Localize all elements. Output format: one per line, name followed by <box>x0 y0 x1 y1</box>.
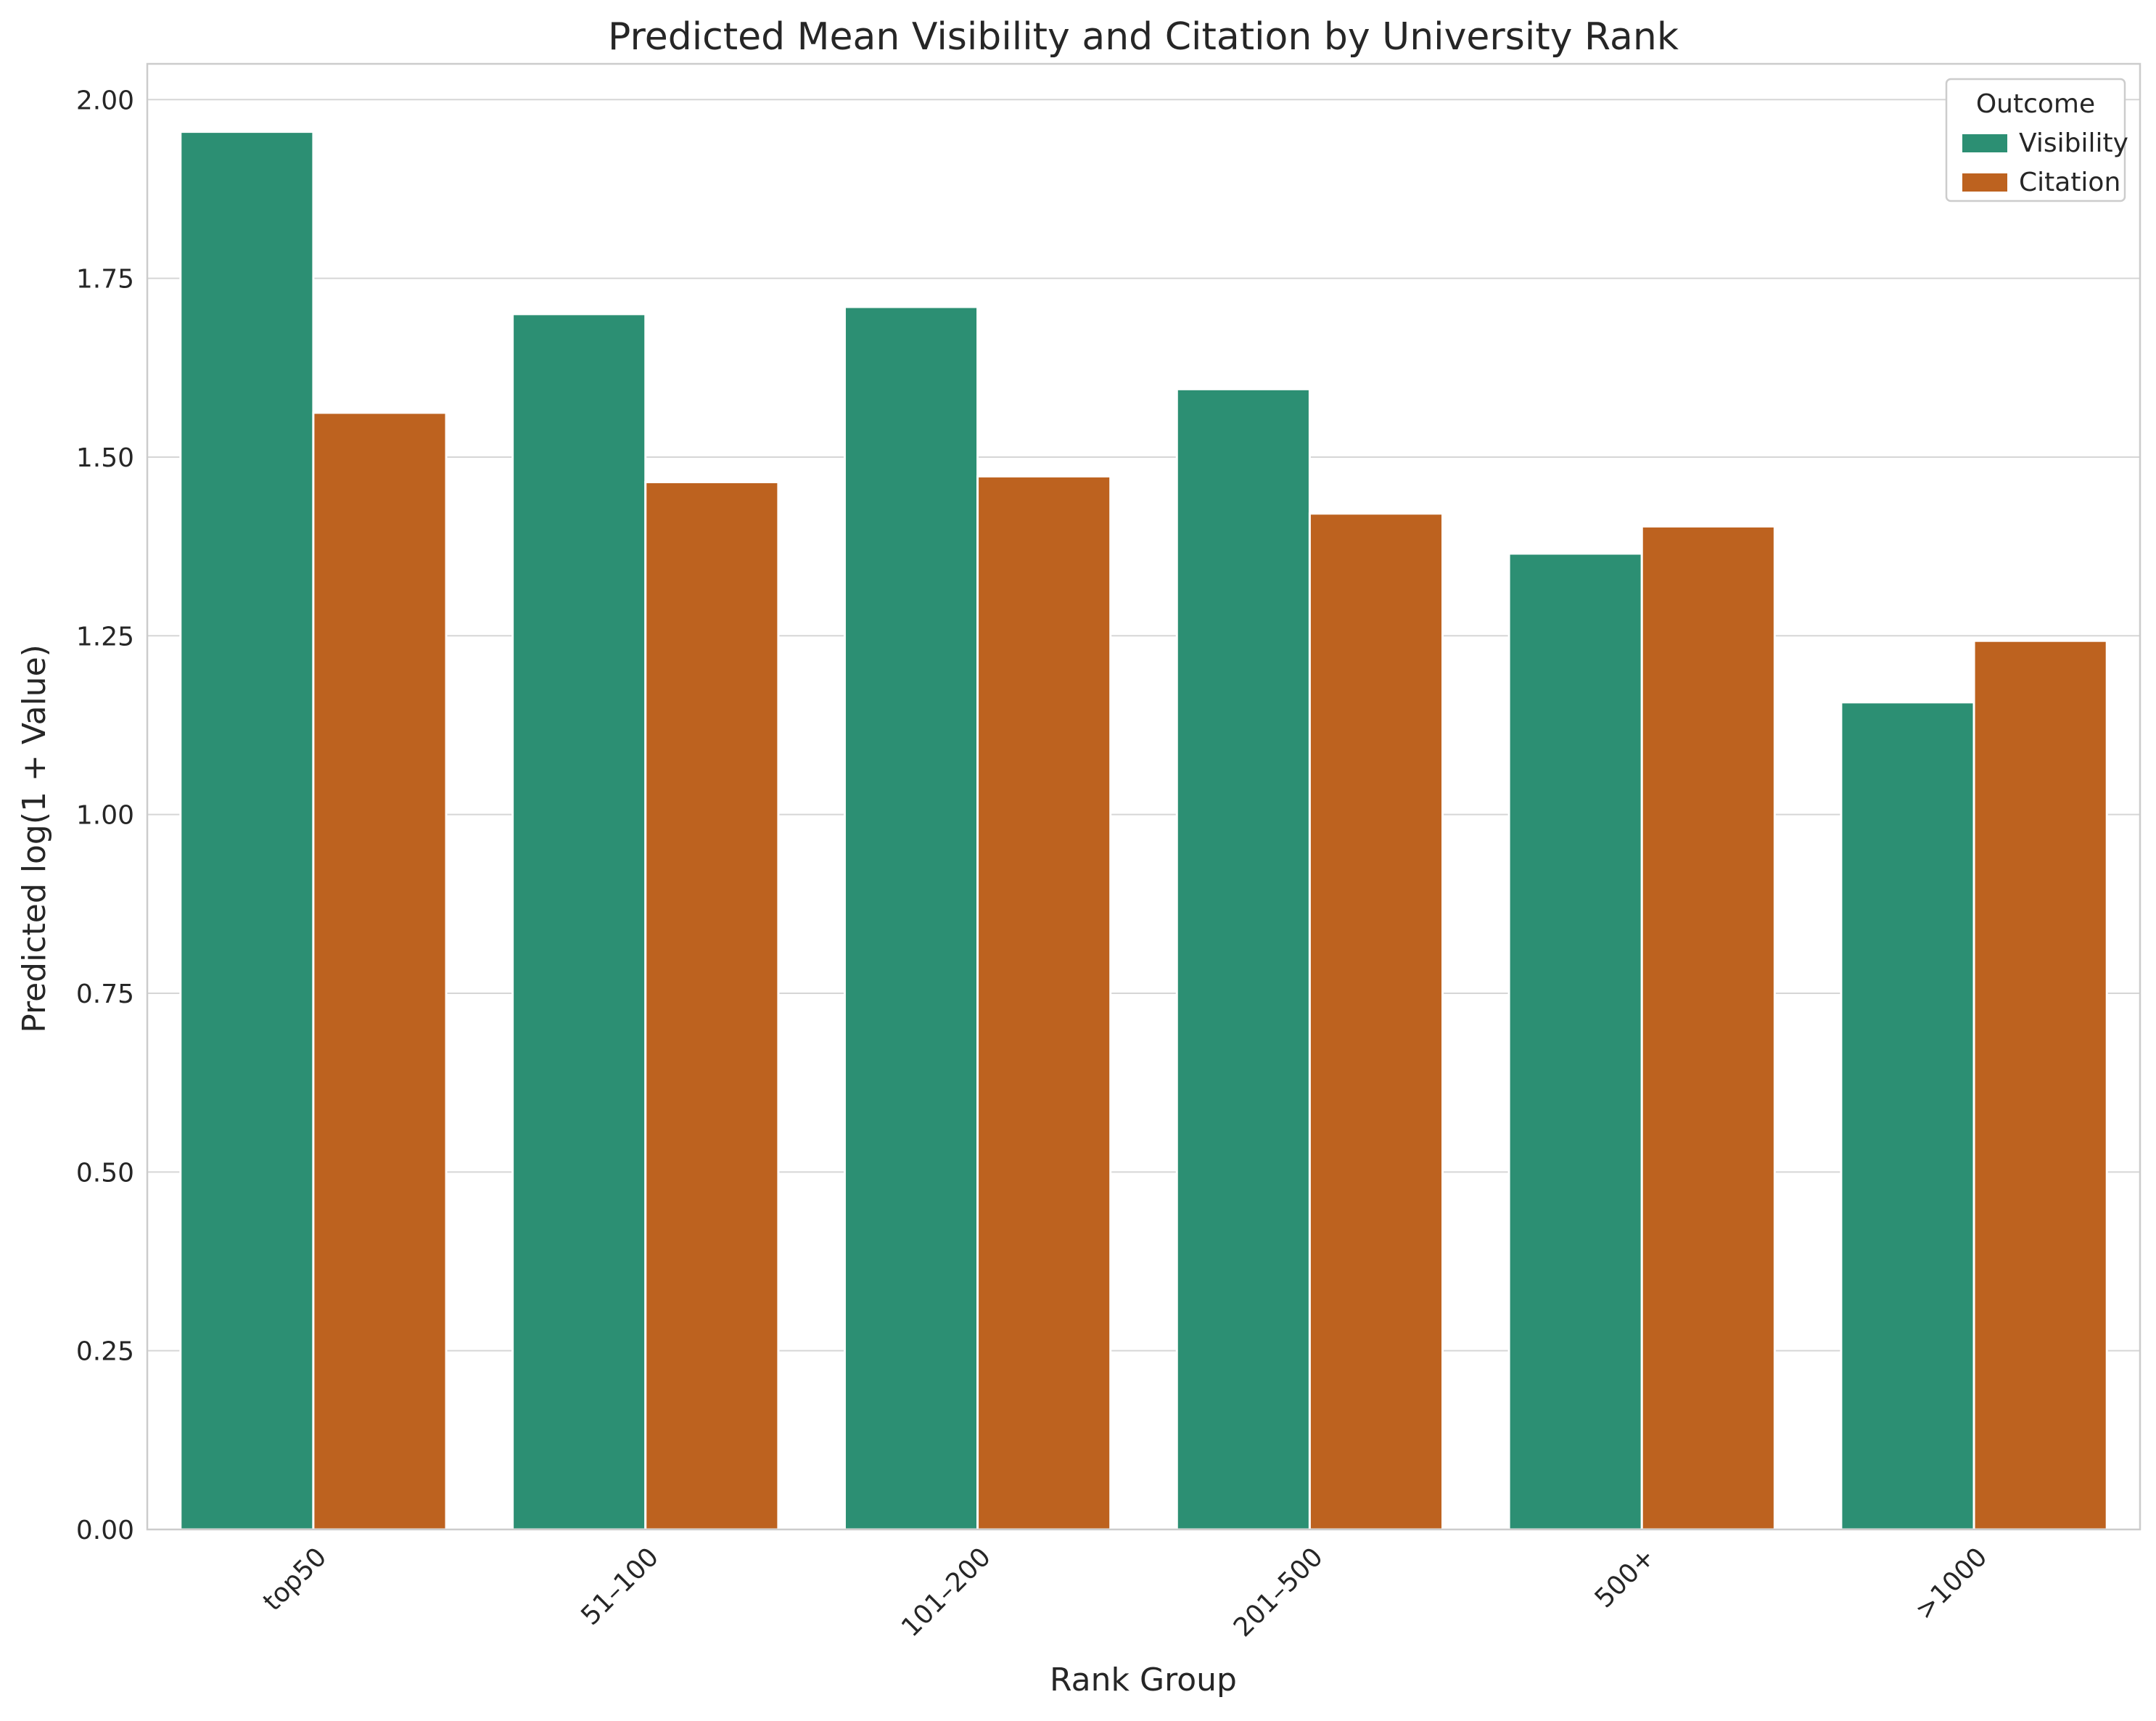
chart-title: Predicted Mean Visibility and Citation b… <box>608 15 1679 59</box>
legend-swatch-citation <box>1962 173 2007 192</box>
y-axis-ticks: 0.00 0.25 0.50 0.75 1.00 1.25 1.50 1.75 2.00 <box>76 86 134 1545</box>
legend-label-citation: Citation <box>2019 168 2120 197</box>
legend-items: Visibility Citation <box>1962 128 2128 197</box>
bar-citation-0 <box>312 411 448 1531</box>
legend-frame <box>1945 78 2126 202</box>
y-tick-label: 1.25 <box>76 622 134 652</box>
y-axis-label: Predicted log(1 + Value) <box>16 644 53 1033</box>
bar-citation-5 <box>1972 639 2108 1531</box>
y-tick-label: 1.00 <box>76 801 134 831</box>
plot-frame <box>146 62 2141 1531</box>
y-tick-label: 0.50 <box>76 1158 134 1188</box>
y-tick-label: 1.75 <box>76 265 134 295</box>
bars <box>179 131 2108 1531</box>
y-tick-label: 2.00 <box>76 86 134 115</box>
legend-swatch-visibility <box>1962 134 2007 152</box>
bar-visibility-5 <box>1840 701 1975 1531</box>
bar-visibility-3 <box>1175 387 1311 1531</box>
y-tick-label: 0.00 <box>76 1516 134 1545</box>
bar-visibility-0 <box>179 131 315 1531</box>
bar-citation-1 <box>644 480 780 1531</box>
y-tick-label: 1.50 <box>76 443 134 473</box>
x-axis-label: Rank Group <box>1050 1662 1237 1699</box>
bar-visibility-1 <box>511 313 647 1531</box>
legend-label-visibility: Visibility <box>2019 128 2128 158</box>
bar-visibility-2 <box>843 305 979 1531</box>
legend-title: Outcome <box>1976 89 2095 119</box>
bar-citation-2 <box>976 475 1112 1531</box>
bar-visibility-4 <box>1507 552 1643 1531</box>
legend: Outcome Visibility Citation <box>1945 78 2128 202</box>
y-tick-label: 0.25 <box>76 1337 134 1367</box>
y-tick-label: 0.75 <box>76 979 134 1009</box>
bar-citation-4 <box>1640 525 1776 1531</box>
bar-citation-3 <box>1308 512 1444 1531</box>
